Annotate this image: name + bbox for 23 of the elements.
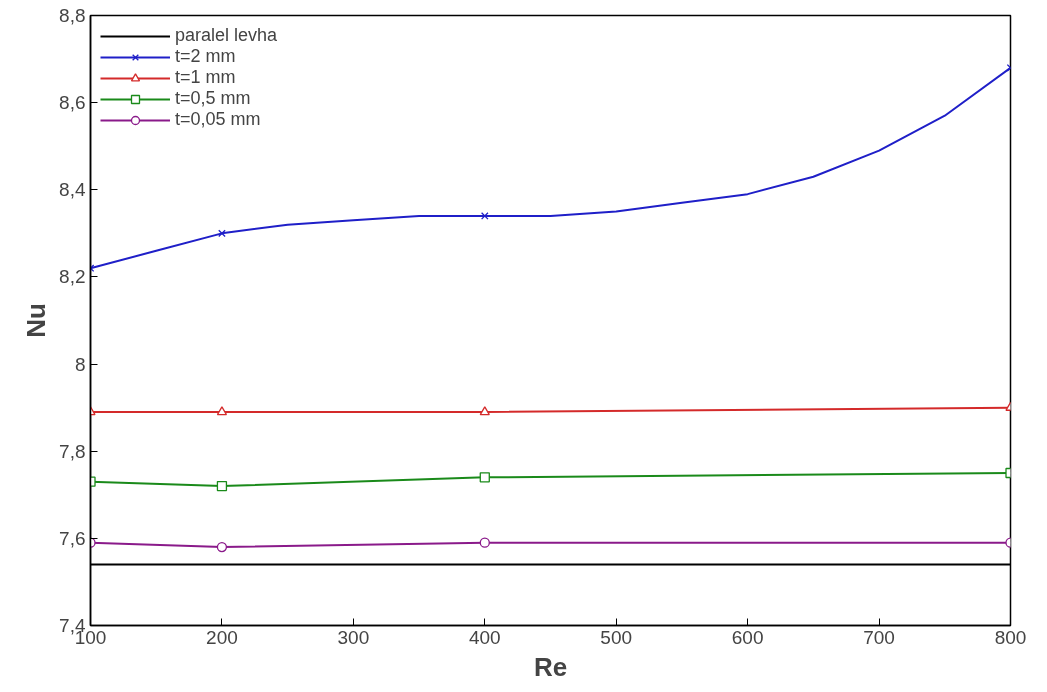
legend-label: t=1 mm: [175, 67, 236, 88]
y-tick-label: 8: [74, 353, 86, 375]
legend-label: t=0,5 mm: [175, 88, 251, 109]
y-axis-title: Nu: [21, 303, 52, 338]
line-series: [90, 66, 1011, 270]
y-tick-label: 8,2: [59, 266, 86, 288]
x-axis-title: Re: [533, 651, 568, 682]
legend-label: paralel levha: [175, 25, 278, 46]
y-tick-label: 8,6: [59, 92, 86, 114]
x-tick-label: 300: [337, 626, 370, 648]
y-tick-label: 8,4: [59, 179, 86, 201]
x-tick-label: 600: [731, 626, 764, 648]
x-tick-label: 200: [206, 626, 238, 648]
y-tick-label: 7,8: [59, 440, 86, 462]
y-tick-label: 8,8: [59, 5, 86, 26]
y-tick-label: 7,6: [59, 527, 86, 549]
point: [218, 229, 226, 238]
x-tick-label: 400: [468, 626, 501, 648]
legend-label: t=2 mm: [175, 46, 236, 67]
x-tick-label: 800: [994, 626, 1027, 648]
x-tick-label: 700: [863, 626, 895, 648]
x-tick-label: 500: [600, 626, 633, 648]
legend-label: t=0,05 mm: [175, 109, 261, 130]
